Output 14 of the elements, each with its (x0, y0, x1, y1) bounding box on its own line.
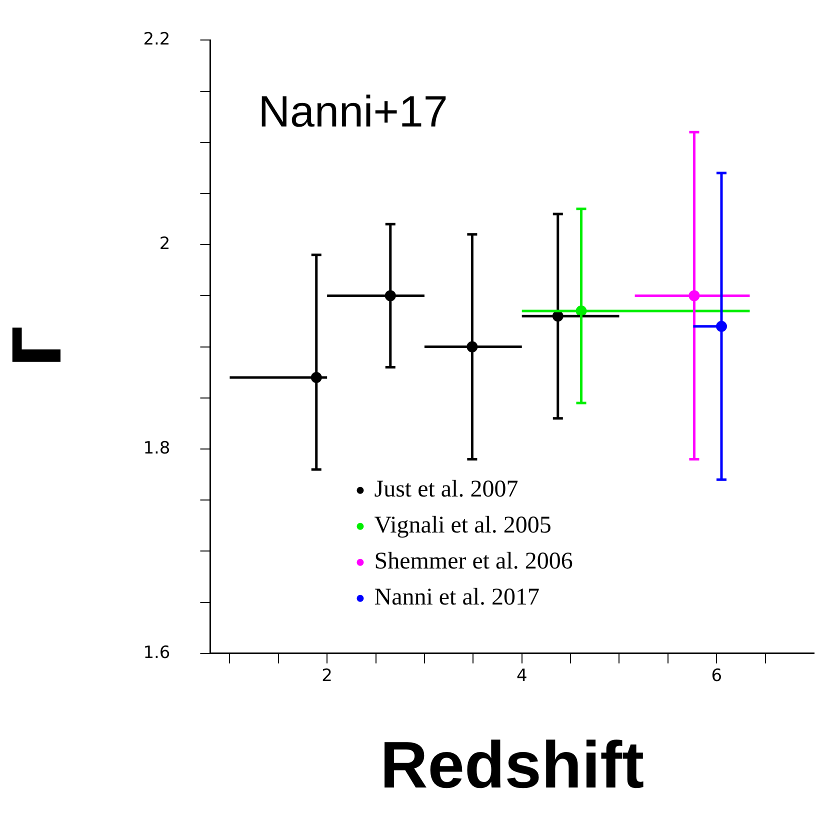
y-tick-label: 2.2 (143, 30, 170, 50)
y-tick-label: 1.6 (143, 642, 170, 663)
annotation: Nanni+17 (258, 87, 448, 136)
y-tick-label: 1.8 (143, 438, 170, 458)
y-tick-label: 2 (159, 234, 170, 254)
x-tick-label: 4 (516, 666, 528, 686)
legend-label: Shemmer et al. 2006 (374, 548, 573, 575)
x-axis-title: Redshift (380, 728, 644, 802)
y-axis-title: Γ (0, 326, 77, 368)
legend-label: Vignali et al. 2005 (374, 512, 552, 539)
x-tick-label: 6 (711, 666, 722, 686)
legend-label: Nanni et al. 2017 (374, 584, 540, 611)
x-tick-label: 2 (322, 666, 333, 686)
legend-label: Just et al. 2007 (374, 476, 518, 503)
